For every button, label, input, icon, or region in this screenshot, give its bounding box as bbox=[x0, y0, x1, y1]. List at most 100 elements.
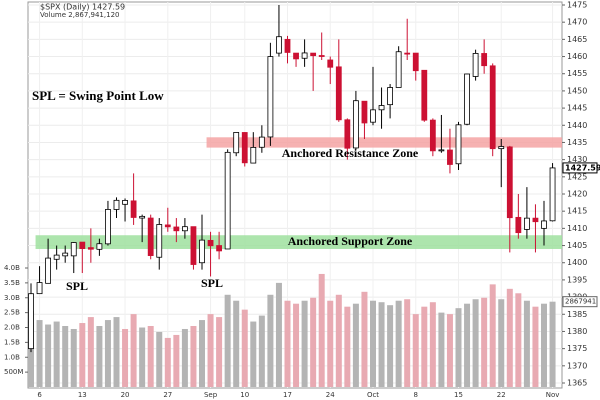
volume-bar bbox=[549, 301, 556, 387]
candle-body bbox=[147, 217, 154, 256]
x-tick-label: 22 bbox=[497, 391, 506, 399]
x-tick-label: Oct bbox=[367, 391, 379, 399]
volume-tick-label: 500M bbox=[4, 368, 23, 376]
candle-body bbox=[113, 199, 120, 210]
note: SPL = Swing Point Low bbox=[32, 88, 164, 103]
candle-body bbox=[412, 52, 419, 72]
volume-tick-label: 1.0B bbox=[4, 353, 20, 361]
candle-body bbox=[284, 38, 291, 53]
volume-bar bbox=[241, 309, 248, 387]
y-tick-label: 1435 bbox=[567, 138, 587, 147]
candle-layer bbox=[28, 5, 556, 353]
candle-body bbox=[327, 59, 334, 68]
volume-bar bbox=[532, 306, 539, 387]
candle-body bbox=[45, 257, 51, 284]
candle-body bbox=[96, 243, 103, 250]
candle-body bbox=[498, 146, 505, 150]
volume-bar bbox=[335, 294, 342, 387]
x-tick-label: Sep bbox=[204, 391, 218, 399]
candle-body bbox=[173, 226, 180, 232]
volume-bar bbox=[122, 328, 129, 387]
x-tick-label: 10 bbox=[240, 391, 249, 399]
volume-bar bbox=[70, 328, 77, 387]
candle-body bbox=[464, 73, 470, 125]
candle-body bbox=[506, 146, 513, 219]
candle-body bbox=[207, 239, 214, 247]
volume-bar bbox=[293, 303, 300, 387]
zone bbox=[35, 235, 563, 249]
x-tick-label: 24 bbox=[326, 391, 335, 399]
last-volume-tag bbox=[562, 296, 598, 308]
candle-body bbox=[28, 293, 34, 350]
candle-body bbox=[404, 52, 411, 55]
candle-body bbox=[472, 53, 479, 77]
volume-layer bbox=[28, 273, 556, 387]
candle-body bbox=[370, 109, 376, 123]
volume-bar bbox=[62, 326, 69, 387]
volume-bar bbox=[318, 273, 325, 387]
volume-bar bbox=[395, 300, 402, 387]
y-tick-label: 1380 bbox=[567, 327, 587, 336]
volume-tick-label: 4.0B bbox=[4, 264, 20, 272]
x-tick-label: 27 bbox=[163, 391, 172, 399]
volume-tick-label: 2.0B bbox=[4, 324, 20, 332]
y-tick-label: 1395 bbox=[567, 275, 587, 284]
candle-body bbox=[181, 226, 188, 232]
candle-body bbox=[276, 36, 282, 54]
candle-body bbox=[105, 209, 111, 245]
x-tick-label: 6 bbox=[37, 391, 42, 399]
y-tick-label: 1470 bbox=[567, 18, 587, 27]
volume-bar bbox=[301, 300, 308, 387]
candle-body bbox=[224, 151, 231, 250]
volume-bar bbox=[147, 326, 154, 387]
candle-body bbox=[79, 241, 86, 250]
volume-bar bbox=[506, 288, 513, 387]
volume-bar bbox=[199, 320, 205, 387]
candle-body bbox=[199, 239, 205, 264]
volume-title: Volume 2,867,941,120 bbox=[40, 11, 119, 19]
x-tick-label: Nov bbox=[546, 391, 560, 399]
volume-bar bbox=[233, 300, 240, 387]
candle-body bbox=[421, 69, 428, 121]
candle-body bbox=[139, 215, 146, 219]
volume-bar bbox=[481, 297, 488, 387]
volume-bar bbox=[378, 302, 385, 387]
candle-body bbox=[156, 224, 163, 258]
x-tick-label: 8 bbox=[414, 391, 418, 399]
candle-body bbox=[53, 254, 60, 260]
zone-label: Anchored Resistance Zone bbox=[282, 146, 419, 160]
y-tick-label: 1425 bbox=[567, 172, 587, 181]
last-volume-label: 2867941 bbox=[565, 298, 596, 306]
candle-body bbox=[429, 119, 436, 152]
candle-body bbox=[190, 226, 197, 265]
volume-bar bbox=[387, 305, 394, 387]
y-tick-label: 1420 bbox=[567, 190, 587, 199]
volume-bar bbox=[464, 303, 471, 387]
candle-body bbox=[233, 132, 240, 154]
x-tick-label: 20 bbox=[121, 391, 130, 399]
y-tick-label: 1475 bbox=[567, 1, 587, 10]
volume-bar bbox=[327, 300, 334, 387]
candle-body bbox=[87, 247, 94, 250]
candle-body bbox=[62, 252, 69, 257]
volume-bar bbox=[216, 317, 223, 387]
volume-tick-label: 2.5B bbox=[4, 309, 20, 317]
volume-bar bbox=[446, 314, 453, 387]
candle-body bbox=[395, 51, 402, 88]
volume-bar bbox=[113, 317, 120, 387]
volume-bar bbox=[130, 314, 137, 387]
candle-body bbox=[267, 56, 274, 138]
y-tick-label: 1455 bbox=[567, 69, 587, 78]
volume-bar bbox=[284, 300, 291, 387]
volume-bar bbox=[164, 337, 171, 387]
candle-body bbox=[130, 200, 137, 218]
last-close-label: 1427.59 bbox=[565, 163, 600, 172]
spl-label: SPL bbox=[66, 279, 88, 293]
volume-bar bbox=[352, 303, 359, 387]
candle-body bbox=[258, 136, 265, 148]
candle-body bbox=[164, 224, 171, 228]
y-tick-label: 1405 bbox=[567, 241, 587, 250]
volume-bar bbox=[498, 299, 505, 387]
candle-body bbox=[36, 282, 43, 295]
